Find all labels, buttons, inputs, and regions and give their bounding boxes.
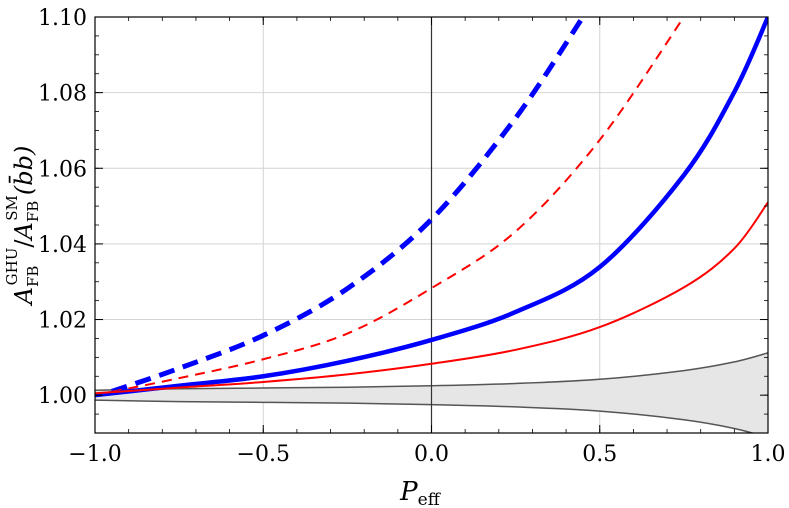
- y-axis-title-arg: (b̄b): [9, 146, 38, 195]
- band-lower-edge: [95, 399, 756, 433]
- y-axis-title-num-sub: FB: [24, 265, 42, 287]
- y-axis-title-den-sub: FB: [24, 201, 42, 222]
- y-tick-label: 1.08: [38, 82, 87, 107]
- y-tick-label: 1.00: [38, 384, 87, 409]
- y-tick-labels: 1.00 1.02 1.04 1.06 1.08 1.10: [38, 6, 87, 409]
- x-tick-label: −0.5: [237, 442, 290, 467]
- series-line-3: [95, 17, 768, 398]
- series-group: [95, 17, 768, 398]
- y-axis-title-den: A: [10, 222, 38, 241]
- series-line-2: [111, 17, 685, 393]
- y-tick-label: 1.02: [38, 309, 87, 334]
- x-axis-title: Peff: [399, 477, 442, 508]
- y-axis-title-num-sup: GHU: [3, 248, 21, 286]
- series-line-1: [111, 17, 586, 394]
- x-tick-labels: −1.0 −0.5 0.0 0.5 1.0: [68, 442, 785, 467]
- y-axis-title: AFBGHU/AFBSM(b̄b): [3, 146, 42, 307]
- x-tick-label: 0.0: [414, 442, 449, 467]
- x-axis-title-sub: eff: [418, 490, 442, 508]
- y-tick-label: 1.10: [38, 6, 87, 31]
- y-axis-title-slash: /: [10, 239, 38, 248]
- y-axis-title-num: A: [10, 287, 38, 306]
- x-tick-label: 1.0: [751, 442, 786, 467]
- band-upper-edge: [95, 352, 768, 392]
- svg-text:AFBGHU/AFBSM(b̄b): AFBGHU/AFBSM(b̄b): [3, 146, 42, 307]
- x-axis-title-main: P: [399, 477, 418, 507]
- x-tick-label: −1.0: [68, 442, 121, 467]
- y-tick-label: 1.06: [38, 157, 87, 182]
- series-line-4: [95, 201, 768, 395]
- y-tick-label: 1.04: [38, 233, 87, 258]
- y-axis-title-den-sup: SM: [3, 195, 21, 221]
- tick-marks: [94, 16, 769, 434]
- x-tick-label: 0.5: [582, 442, 617, 467]
